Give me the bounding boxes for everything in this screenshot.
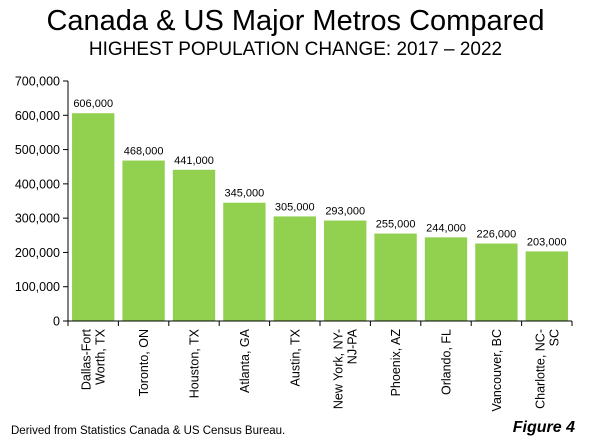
bar xyxy=(172,169,216,321)
x-tick-label-line: Austin, TX xyxy=(288,328,302,386)
bars xyxy=(72,113,568,321)
bar xyxy=(72,113,115,321)
data-label: 345,000 xyxy=(225,188,265,200)
x-tick-label-line: Atlanta, GA xyxy=(238,328,252,393)
figure-label: Figure 4 xyxy=(512,419,575,436)
x-tick-label-line: Charlotte, NC- xyxy=(533,329,547,409)
x-tick-label-line: Houston, TX xyxy=(188,328,202,398)
bar xyxy=(223,202,266,321)
data-label: 305,000 xyxy=(275,201,315,213)
bar xyxy=(424,237,468,321)
x-tick-label-line: New York, NY- xyxy=(332,329,346,409)
x-tick-label: Toronto, ON xyxy=(137,329,151,396)
x-tick-label-line: Worth, TX xyxy=(94,328,108,384)
x-tick-label-line: Vancouver, BC xyxy=(490,329,504,411)
x-tick-label: Houston, TX xyxy=(188,328,202,398)
y-tick-label: 500,000 xyxy=(15,143,60,157)
x-axis: Dallas-FortWorth, TX Toronto, ON Houston, … xyxy=(67,320,573,411)
data-label: 203,000 xyxy=(527,236,567,248)
y-tick-label: 600,000 xyxy=(15,109,60,123)
bar xyxy=(122,160,165,321)
x-tick-label: Atlanta, GA xyxy=(238,328,252,393)
data-label: 293,000 xyxy=(325,206,365,218)
x-tick-label-line: Orlando, FL xyxy=(440,329,454,395)
data-labels: 606,000 468,000 441,000 345,000 305,000 293,0… xyxy=(73,98,566,248)
source-note: Derived from Statistics Canada & US Cens… xyxy=(11,425,286,437)
x-tick-label-line: NJ-PA xyxy=(346,328,360,364)
x-tick-label: Phoenix, AZ xyxy=(389,329,403,397)
y-axis: 0 100,000 200,000 300,000 400,000 500,000 600,… xyxy=(15,75,69,329)
x-tick-label: Vancouver, BC xyxy=(490,329,504,411)
x-tick-label-line: SC xyxy=(547,329,561,346)
data-label: 244,000 xyxy=(426,222,466,234)
x-tick-label: Dallas-FortWorth, TX xyxy=(80,328,108,390)
y-tick-label: 400,000 xyxy=(15,177,60,191)
data-label: 255,000 xyxy=(376,219,416,231)
y-tick-label: 200,000 xyxy=(15,246,60,260)
data-label: 468,000 xyxy=(124,146,164,158)
x-tick-label-line: Toronto, ON xyxy=(137,329,151,396)
chart-subtitle: HIGHEST POPULATION CHANGE: 2017 – 2022 xyxy=(88,39,503,60)
y-tick-label: 100,000 xyxy=(15,280,60,294)
x-tick-label: Charlotte, NC-SC xyxy=(533,329,561,409)
data-label: 226,000 xyxy=(477,229,517,241)
data-label: 441,000 xyxy=(174,155,214,167)
bar xyxy=(273,216,316,321)
bar xyxy=(374,233,417,321)
bar xyxy=(324,220,367,321)
chart-title: Canada & US Major Metros Compared xyxy=(46,5,545,37)
x-tick-label: Austin, TX xyxy=(288,328,302,386)
x-tick-label-line: Dallas-Fort xyxy=(80,328,94,390)
bar xyxy=(525,251,568,321)
data-label: 606,000 xyxy=(73,98,113,110)
x-tick-label: New York, NY-NJ-PA xyxy=(332,328,360,409)
y-tick-label: 300,000 xyxy=(15,212,60,226)
y-tick-label: 0 xyxy=(53,315,60,329)
x-tick-label-line: Phoenix, AZ xyxy=(389,329,403,397)
x-tick-label: Orlando, FL xyxy=(440,329,454,395)
bar xyxy=(475,243,518,321)
y-tick-label: 700,000 xyxy=(15,75,60,89)
